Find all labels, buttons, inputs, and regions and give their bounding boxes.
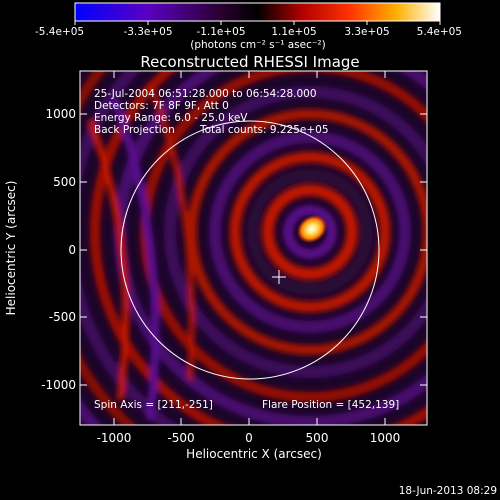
annotation-spin-axis: Spin Axis = [211,-251] xyxy=(94,399,213,411)
annotation-energy: Energy Range: 6.0 - 25.0 keV xyxy=(94,112,248,124)
colorbar-unit: (photons cm⁻² s⁻¹ asec⁻²) xyxy=(190,39,325,51)
solar-limb-circle xyxy=(120,120,380,380)
x-axis-title: Heliocentric X (arcsec) xyxy=(186,447,322,461)
colorbar-label-2: -1.1e+05 xyxy=(196,26,245,38)
y-axis-ticks xyxy=(80,113,427,386)
x-axis-ticks xyxy=(113,71,386,425)
annotation-method: Back Projection xyxy=(94,124,175,136)
x-tick-label-0: -1000 xyxy=(97,431,132,445)
y-axis-title: Heliocentric Y (arcsec) xyxy=(4,181,18,316)
annotation-total-counts: Total counts: 9.225e+05 xyxy=(199,124,329,136)
colorbar-label-3: 1.1e+05 xyxy=(271,26,316,38)
y-tick-label-4: -1000 xyxy=(41,378,76,392)
x-tick-label-4: 1000 xyxy=(370,431,401,445)
colorbar-label-0: -5.4e+05 xyxy=(35,26,84,38)
y-tick-label-1: 500 xyxy=(53,175,76,189)
spin-axis-marker xyxy=(272,270,286,284)
timestamp: 18-Jun-2013 08:29 xyxy=(399,485,497,497)
x-tick-label-1: -500 xyxy=(167,431,194,445)
colorbar xyxy=(74,2,441,22)
y-tick-label-0: 1000 xyxy=(45,107,76,121)
colorbar-label-1: -3.3e+05 xyxy=(123,26,172,38)
x-tick-label-3: 500 xyxy=(306,431,329,445)
colorbar-label-4: 3.3e+05 xyxy=(344,26,389,38)
y-tick-label-3: -500 xyxy=(49,310,76,324)
y-tick-label-2: 0 xyxy=(68,243,76,257)
rhessi-image xyxy=(80,71,427,425)
annotation-flare-position: Flare Position = [452,139] xyxy=(262,399,399,411)
colorbar-label-5: 5.4e+05 xyxy=(417,26,462,38)
annotation-time-range: 25-Jul-2004 06:51:28.000 to 06:54:28.000 xyxy=(94,88,317,100)
plot-title: Reconstructed RHESSI Image xyxy=(140,53,359,71)
plot-frame xyxy=(79,70,428,426)
x-tick-label-2: 0 xyxy=(245,431,253,445)
annotation-detectors: Detectors: 7F 8F 9F, Att 0 xyxy=(94,100,229,112)
colorbar-ticks xyxy=(74,21,441,25)
